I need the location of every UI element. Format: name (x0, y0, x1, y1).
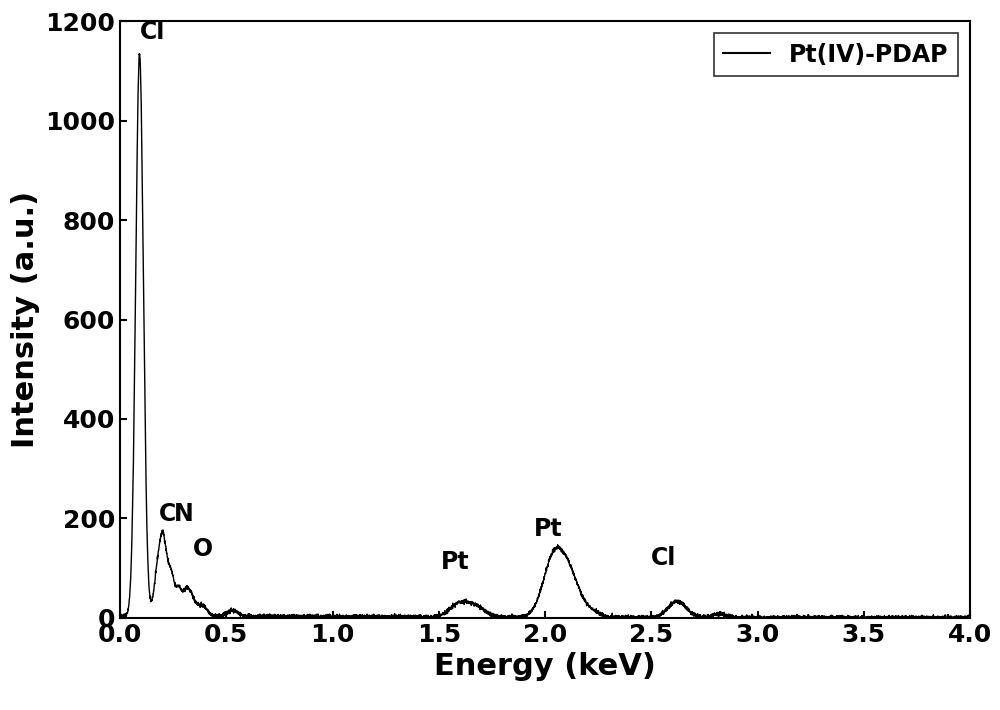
Text: Cl: Cl (140, 20, 166, 44)
Text: C: C (159, 502, 177, 525)
Text: Pt: Pt (441, 550, 470, 574)
Legend: Pt(IV)-PDAP: Pt(IV)-PDAP (714, 33, 958, 76)
Text: O: O (193, 537, 213, 561)
X-axis label: Energy (keV): Energy (keV) (434, 652, 656, 681)
Text: N: N (174, 502, 194, 525)
Text: Cl: Cl (651, 547, 677, 571)
Text: Pt: Pt (534, 517, 563, 541)
Y-axis label: Intensity (a.u.): Intensity (a.u.) (11, 191, 40, 448)
